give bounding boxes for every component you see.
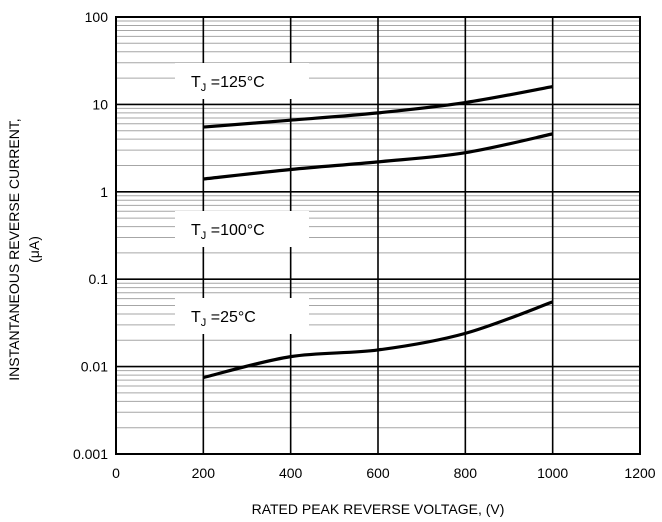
series-label-box-2 [175,298,309,334]
plot-frame [115,16,641,455]
y-tick-label: 0.001 [73,446,108,462]
series-line-2 [202,300,554,380]
y-tick-labels: 0.001 0.01 0.1 1 10 100 [73,9,108,462]
x-tick-label: 1200 [624,465,655,481]
series-line-0 [203,84,553,129]
series-label-box-1 [175,211,309,247]
x-axis-title: RATED PEAK REVERSE VOLTAGE, (V) [252,501,505,517]
x-tick-label: 1000 [537,465,568,481]
y-tick-label: 10 [92,96,108,112]
series-label-2: TJ =25°C [191,309,256,329]
y-tick-label: 0.1 [89,271,109,287]
series-label-0: TJ =125°C [191,74,265,94]
x-tick-label: 800 [454,465,478,481]
y-tick-label: 1 [100,184,108,200]
x-tick-labels: 0 200 400 600 800 1000 1200 [112,465,656,481]
series-lines [202,84,554,380]
y-axis-unit: (μA) [26,236,42,263]
x-tick-label: 200 [192,465,216,481]
x-tick-label: 0 [112,465,120,481]
series-line-1 [203,132,554,181]
x-tick-label: 400 [279,465,303,481]
series-label-1: TJ =100°C [191,222,265,242]
series-labels: TJ =125°C TJ =100°C TJ =25°C [175,63,309,334]
y-tick-label: 0.01 [81,359,108,375]
series-label-box-0 [175,63,309,99]
x-tick-label: 600 [366,465,390,481]
y-axis-title: INSTANTANEOUS REVERSE CURRENT, [6,118,22,380]
y-tick-label: 100 [85,9,109,25]
